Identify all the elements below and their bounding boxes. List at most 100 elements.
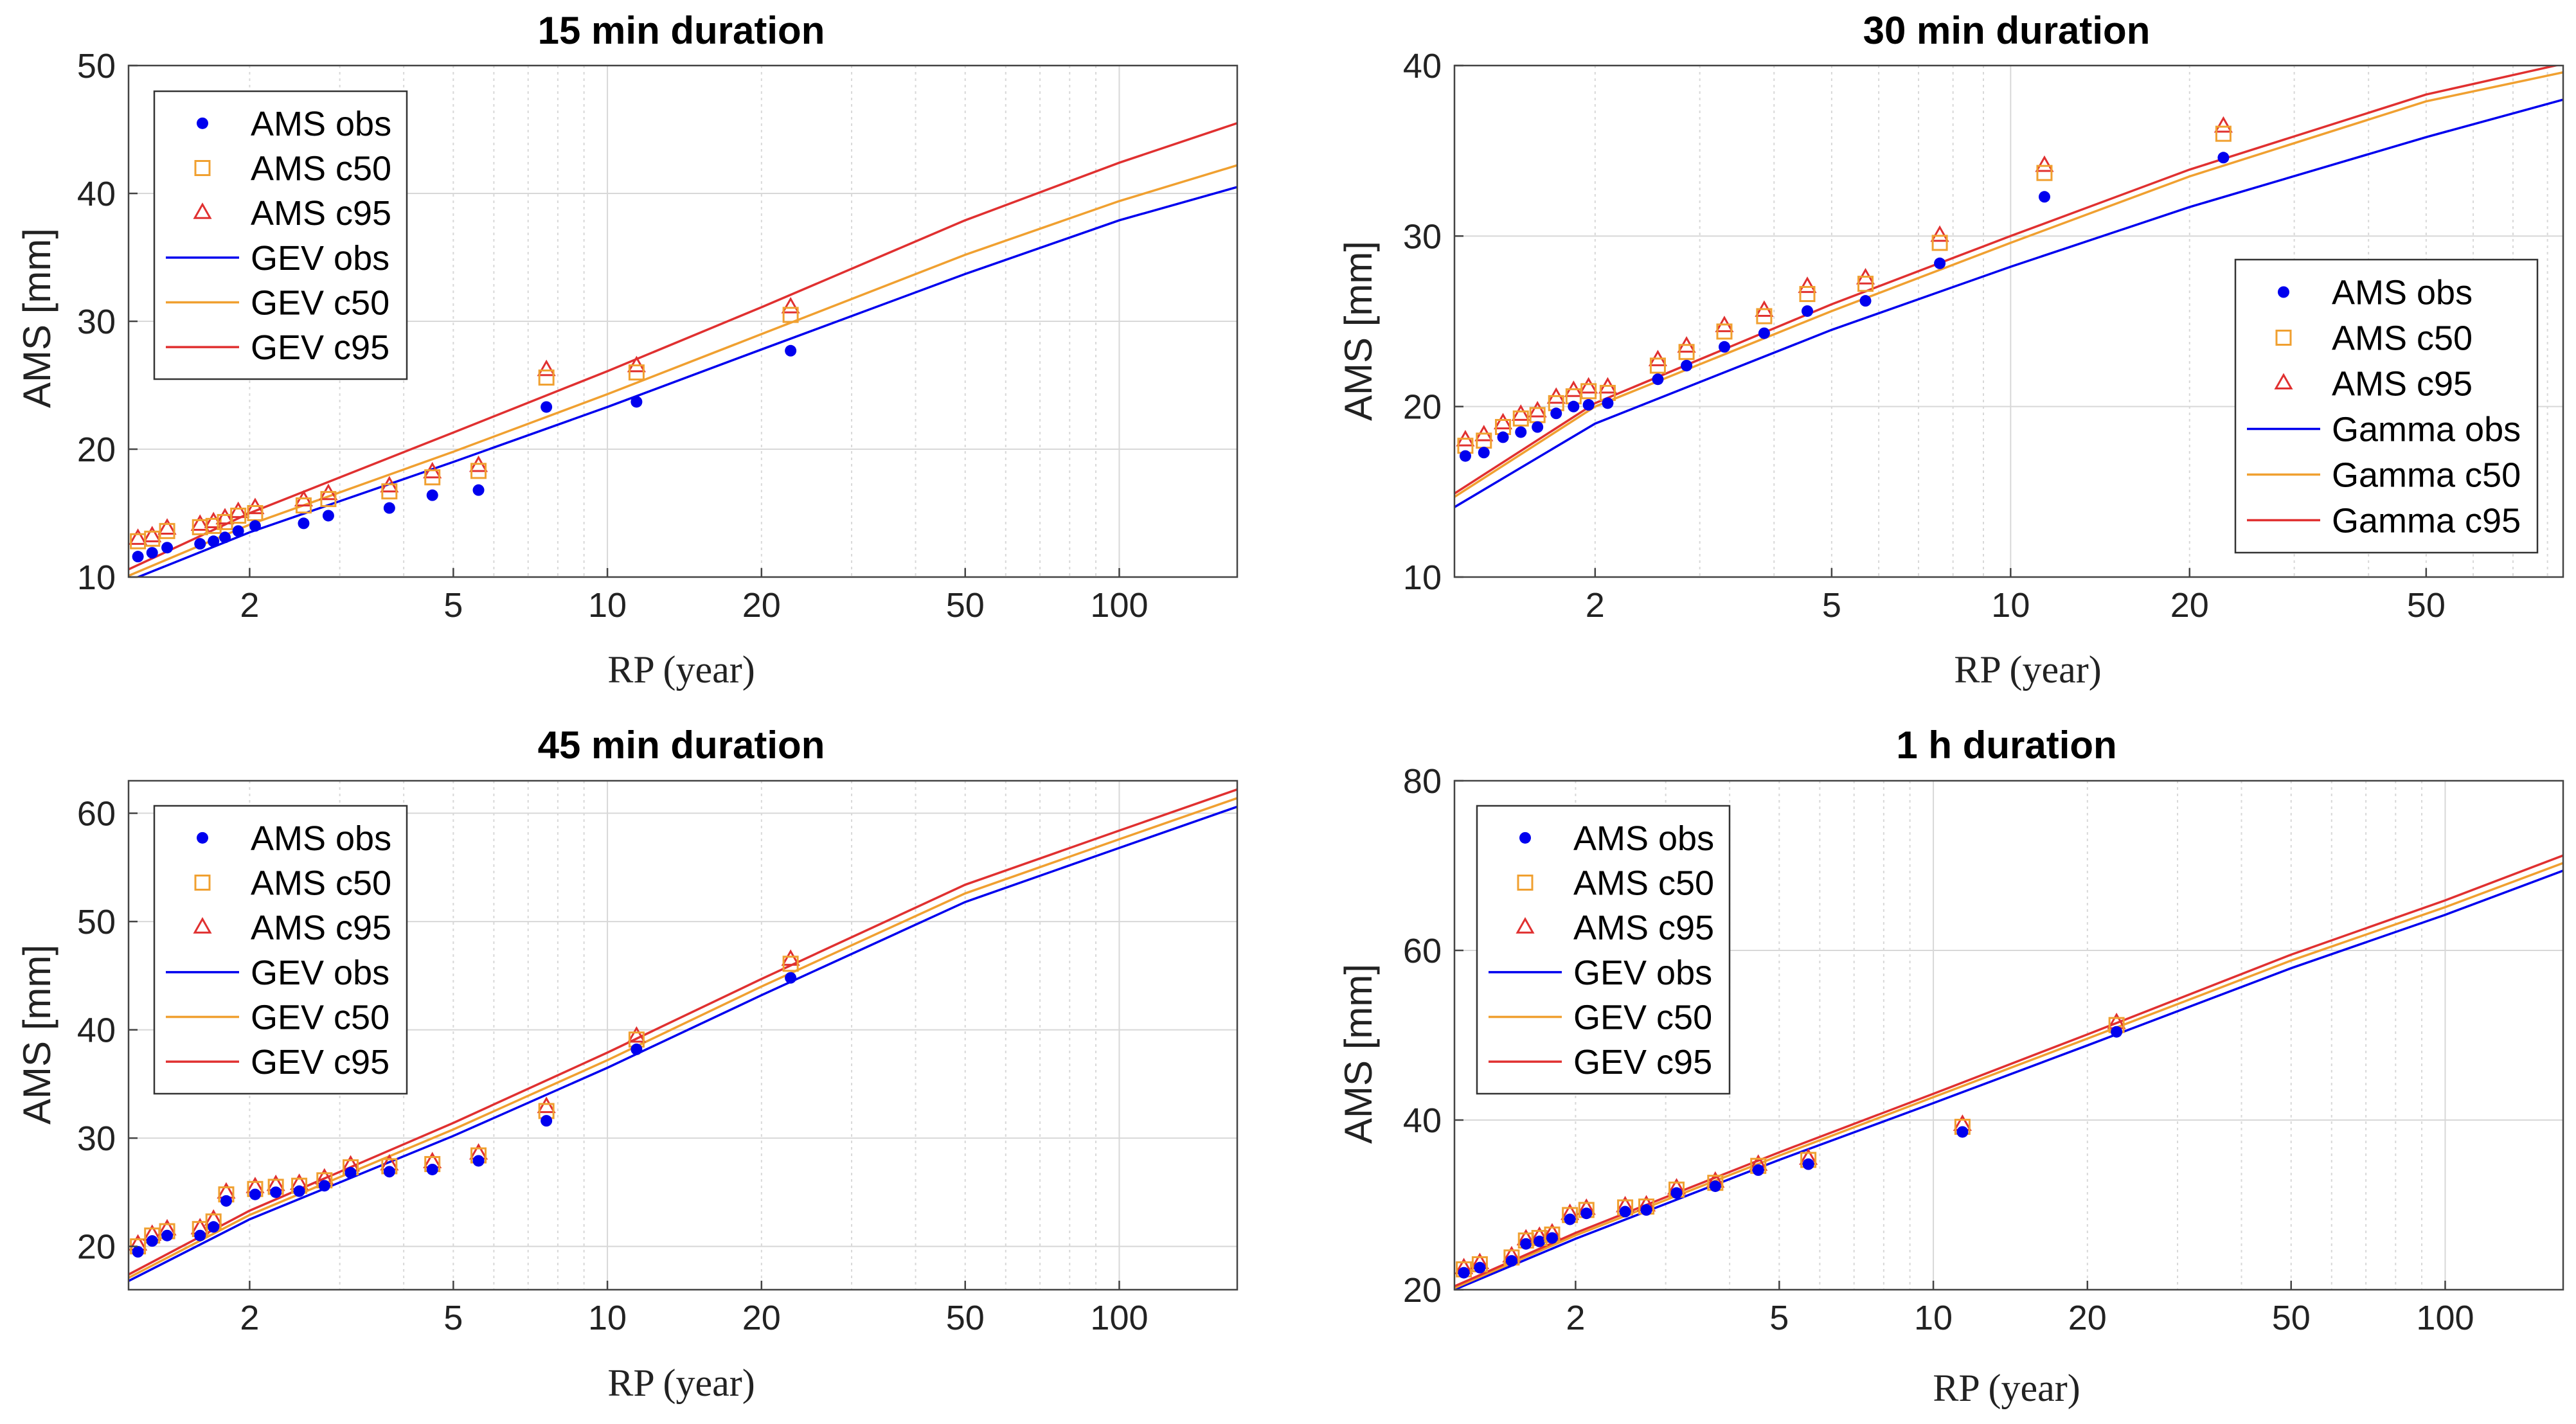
point-obs: [1602, 397, 1614, 409]
x-tick-label: 2: [1586, 586, 1605, 625]
x-tick-label: 2: [240, 1299, 259, 1337]
data-points: [1456, 116, 2233, 462]
point-c95: [229, 501, 248, 519]
legend-label: AMS c50: [251, 150, 391, 188]
curve-c50: [1454, 71, 2563, 498]
point-obs: [1505, 1255, 1517, 1267]
point-obs: [1459, 450, 1471, 462]
point-obs: [1758, 327, 1770, 339]
y-tick-label: 60: [1403, 932, 1442, 970]
legend-label: Gamma c95: [2332, 502, 2521, 540]
point-obs: [1640, 1204, 1652, 1216]
y-tick-label: 20: [1403, 388, 1442, 427]
x-tick-label: 5: [443, 1299, 463, 1337]
point-c50: [320, 491, 337, 508]
point-c95: [627, 1026, 646, 1043]
fitted-curves: [129, 121, 1237, 577]
legend-label: AMS c50: [251, 864, 391, 903]
point-obs: [1859, 295, 1872, 307]
legend-item: GEV c95: [166, 1043, 389, 1081]
point-obs: [383, 1166, 395, 1178]
curve-c95: [1454, 854, 2563, 1288]
legend-item: Gamma c50: [2247, 456, 2521, 495]
point-c95: [1528, 400, 1547, 418]
x-tick-label: 20: [2068, 1299, 2107, 1337]
y-tick-label: 60: [77, 795, 116, 833]
legend-item: GEV c50: [166, 999, 389, 1037]
point-obs: [1568, 400, 1580, 413]
legend-item: AMS c50: [1517, 864, 1714, 903]
point-c50: [381, 483, 398, 500]
curve-obs: [1454, 869, 2563, 1290]
point-obs: [1802, 305, 1814, 317]
legend-box: [153, 90, 408, 380]
legend-item: AMS c50: [194, 864, 391, 903]
point-obs: [293, 1185, 305, 1197]
y-tick-label: 80: [1403, 762, 1442, 801]
point-c95: [781, 297, 800, 314]
legend-item: AMS c95: [193, 194, 391, 233]
fitted-curves: [1454, 854, 2563, 1290]
point-obs: [298, 517, 310, 530]
point-obs: [1956, 1126, 1969, 1138]
point-obs: [208, 535, 220, 547]
point-c95: [1798, 276, 1817, 293]
point-obs: [249, 520, 261, 532]
legend-label: AMS c50: [1573, 864, 1714, 903]
point-obs: [472, 484, 485, 496]
y-tick-label: 30: [77, 303, 116, 341]
curve-c50: [1454, 862, 2563, 1290]
legend-marker: [2275, 330, 2292, 346]
point-obs: [1934, 257, 1946, 269]
x-tick-label: 5: [1822, 586, 1841, 625]
point-c95: [1579, 377, 1598, 394]
point-obs: [1752, 1164, 1764, 1176]
legend: AMS obs AMS c50 AMS c95 GEV obs GEV c50 GEV c…: [153, 90, 408, 380]
data-points: [1454, 1012, 2126, 1279]
legend-label: AMS c50: [2332, 319, 2473, 358]
fitted-curves: [129, 788, 1237, 1283]
legend-label: GEV obs: [251, 239, 389, 278]
legend-label: AMS c95: [2332, 365, 2473, 404]
point-c95: [1511, 404, 1530, 421]
legend-item: AMS c95: [1516, 909, 1714, 947]
legend-item: AMS c95: [2274, 365, 2473, 404]
legend-item: AMS obs: [197, 105, 391, 143]
legend-label: GEV c95: [251, 328, 389, 367]
legend-marker: [197, 832, 208, 844]
point-c95: [537, 1096, 556, 1114]
point-c50: [628, 364, 645, 381]
legend-item: GEV obs: [166, 239, 389, 278]
legend-marker: [1517, 875, 1534, 891]
point-obs: [1474, 1261, 1486, 1274]
point-obs: [1532, 421, 1544, 433]
axes-box: [1453, 779, 2564, 1291]
legend-label: AMS obs: [251, 105, 391, 143]
grid: [129, 66, 1237, 577]
legend-marker: [193, 202, 212, 219]
y-tick-label: 50: [77, 47, 116, 85]
legend-item: AMS c50: [2275, 319, 2473, 358]
point-c50: [1756, 308, 1773, 325]
point-c50: [782, 307, 799, 323]
x-tick-label: 50: [946, 1299, 985, 1337]
data-points: [129, 949, 800, 1258]
legend-item: AMS obs: [2278, 274, 2473, 312]
panel-30min: 30 min duration AMS [mm] RP (year) 2 5 10 2…: [1337, 9, 2564, 691]
legend: AMS obs AMS c50 AMS c95 Gamma obs Gamma c50 G…: [2234, 258, 2539, 554]
legend-item: Gamma c95: [2247, 502, 2521, 540]
curve-obs: [135, 186, 1237, 577]
y-tick-label: 30: [77, 1119, 116, 1158]
point-obs: [1681, 359, 1693, 371]
point-c50: [1716, 323, 1733, 340]
x-tick-label: 5: [443, 586, 463, 625]
x-tick-label: 10: [588, 1299, 627, 1337]
y-tick-label: 20: [77, 431, 116, 469]
point-c50: [1580, 383, 1597, 400]
point-obs: [249, 1188, 261, 1200]
point-obs: [220, 1195, 232, 1207]
point-obs: [194, 538, 206, 550]
x-tick-label: 50: [2272, 1299, 2311, 1337]
legend-label: AMS c95: [251, 909, 391, 947]
